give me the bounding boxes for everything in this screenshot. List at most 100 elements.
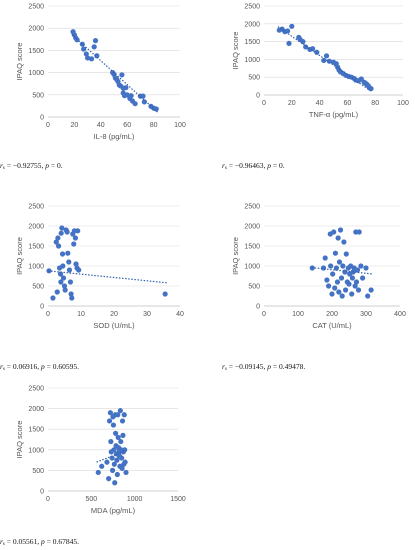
scatter-sod: 0 500 1000 1500 2000 2500 0 10 20 30 40 SOD (U/mL) I… — [15, 204, 184, 331]
x-tick-label: 100 — [397, 100, 409, 107]
x-axis-title: IL-8 (pg/mL) — [94, 132, 135, 141]
data-point — [68, 291, 74, 297]
data-point — [334, 279, 341, 285]
data-point — [106, 418, 113, 424]
y-tick-label: 1500 — [244, 244, 260, 251]
data-point — [104, 459, 110, 465]
data-point — [132, 101, 138, 107]
data-point — [120, 432, 126, 438]
y-tick-label: 0 — [256, 304, 260, 311]
data-point — [354, 267, 361, 273]
x-tick-label: 500 — [85, 496, 97, 503]
data-point — [343, 287, 349, 293]
data-point — [53, 239, 59, 245]
data-point — [115, 434, 121, 441]
data-point — [85, 55, 91, 61]
stat-label-tnf: rs = −0.96463, p = 0. — [222, 161, 285, 171]
data-point — [54, 289, 60, 295]
data-point — [60, 263, 66, 269]
data-point — [88, 56, 95, 62]
data-point — [338, 275, 345, 281]
data-point — [62, 287, 68, 293]
data-point — [124, 92, 130, 98]
data-point — [112, 480, 118, 486]
trendline — [96, 450, 127, 463]
x-tick-label: 0 — [262, 311, 266, 318]
trendline — [47, 270, 167, 284]
stat-label-sod: rs = 0.06916, p = 0.60595. — [0, 362, 79, 372]
data-point — [59, 225, 65, 231]
trendline — [311, 267, 373, 275]
x-tick-label: 10 — [77, 311, 85, 318]
data-point — [113, 430, 119, 436]
y-tick-label: 0 — [40, 489, 44, 496]
data-point — [349, 291, 355, 297]
data-point — [72, 235, 78, 241]
scatter-mda: 0 500 1000 1500 2000 2500 0 500 1000 1500 MDA (pg/… — [15, 386, 186, 516]
data-point — [336, 259, 343, 265]
data-point — [352, 283, 358, 289]
data-point — [69, 295, 75, 301]
x-axis-title: TNF-α (pg/mL) — [309, 110, 359, 119]
data-point — [356, 229, 362, 235]
data-point — [92, 38, 99, 44]
x-tick-label: 80 — [150, 122, 158, 129]
data-point — [119, 465, 125, 471]
data-point — [114, 471, 120, 478]
data-point — [83, 51, 89, 57]
data-point — [349, 275, 355, 281]
data-point — [153, 106, 159, 112]
x-tick-label: 60 — [344, 100, 352, 107]
y-axis-title: IPAQ score — [231, 32, 240, 70]
data-point — [368, 85, 374, 92]
scatter-cat: 0 500 1000 1500 2000 2500 0 100 200 300 400 CAT (U/… — [231, 204, 406, 331]
data-point — [337, 227, 344, 233]
chart-panel-il8: 0 500 1000 1500 2000 2500 0 20 40 60 80 100 IL-8 (pg… — [0, 0, 200, 175]
chart-panel-tnf: 0 500 1000 1500 2000 2500 0 20 40 60 80 100 TNF-α (p… — [218, 0, 415, 175]
data-point — [341, 239, 347, 245]
data-point — [119, 418, 126, 424]
trendline — [71, 33, 158, 113]
x-tick-label: 20 — [288, 100, 296, 107]
data-point — [128, 93, 134, 99]
y-tick-label: 2000 — [28, 26, 44, 33]
data-point — [73, 261, 79, 267]
data-point — [111, 447, 117, 453]
data-point — [332, 285, 338, 291]
y-tick-label: 500 — [32, 468, 44, 475]
data-point — [58, 279, 64, 285]
y-tick-label: 2500 — [244, 204, 260, 211]
data-point — [326, 283, 332, 289]
data-point — [333, 265, 340, 271]
chart-panel-cat: 0 500 1000 1500 2000 2500 0 100 200 300 400 CAT (U/… — [218, 195, 415, 375]
y-tick-label: 1000 — [28, 70, 44, 77]
y-tick-label: 2500 — [28, 4, 44, 11]
data-point — [360, 275, 366, 281]
x-tick-label: 0 — [46, 496, 50, 503]
data-point — [328, 263, 334, 269]
data-point — [66, 267, 73, 273]
x-axis-title: MDA (pg/mL) — [91, 506, 136, 515]
data-point — [123, 85, 129, 91]
data-point — [162, 291, 168, 297]
data-point — [310, 46, 316, 52]
data-point — [331, 229, 337, 235]
y-tick-label: 2000 — [28, 224, 44, 231]
data-point — [118, 438, 124, 445]
x-tick-label: 1500 — [170, 496, 186, 503]
data-point — [55, 243, 62, 249]
data-point — [343, 251, 349, 257]
data-point — [114, 457, 120, 463]
data-point — [121, 412, 127, 418]
data-point — [355, 287, 362, 293]
data-point — [110, 422, 117, 428]
data-point — [326, 58, 332, 64]
data-point — [61, 283, 68, 289]
x-tick-label: 100 — [292, 311, 304, 318]
x-tick-label: 40 — [97, 122, 105, 129]
x-axis-title: SOD (U/mL) — [93, 321, 135, 330]
data-point — [94, 53, 100, 59]
chart-panel-sod: 0 500 1000 1500 2000 2500 0 10 20 30 40 SOD (U/mL) I… — [0, 195, 200, 375]
data-point — [81, 46, 87, 52]
y-axis-title: IPAQ score — [15, 43, 24, 81]
